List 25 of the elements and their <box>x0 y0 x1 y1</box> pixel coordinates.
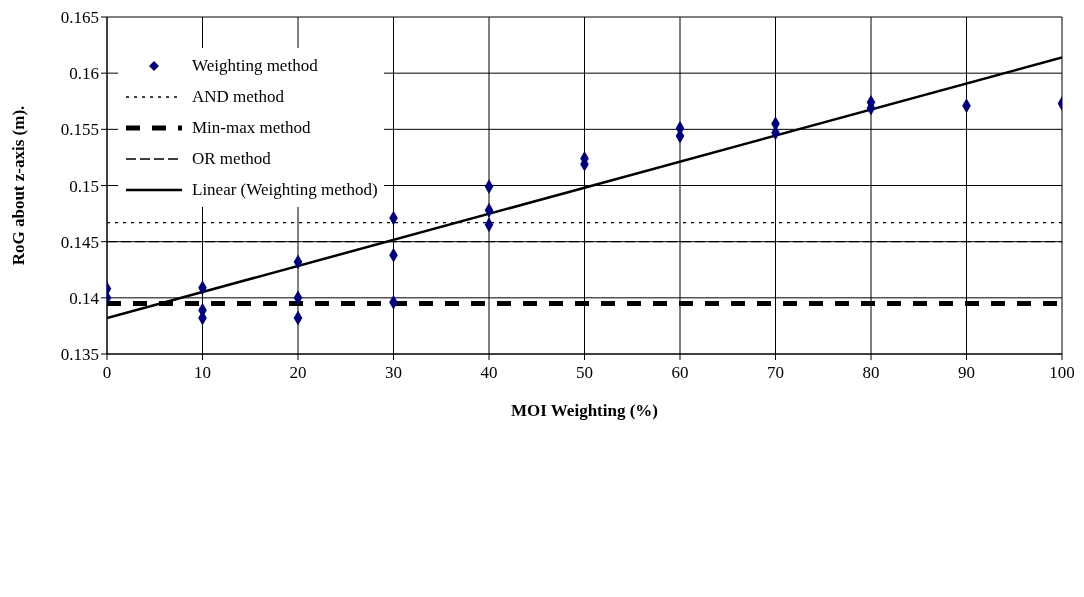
x-tick-label: 60 <box>671 363 689 383</box>
y-tick-label: 0.15 <box>69 176 99 196</box>
x-tick-label: 10 <box>194 363 211 383</box>
y-tick-label: 0.14 <box>69 288 100 308</box>
legend-label: Linear (Weighting method) <box>192 179 378 200</box>
x-tick-label: 0 <box>102 363 112 383</box>
x-axis-title: MOI Weighting (%) <box>510 401 659 420</box>
x-tick-label: 90 <box>958 363 975 383</box>
y-tick-label: 0.16 <box>69 64 99 84</box>
legend-label: Weighting method <box>192 55 318 76</box>
y-tick-label: 0.165 <box>60 8 99 28</box>
legend-label: AND method <box>192 86 285 107</box>
x-tick-label: 40 <box>480 363 498 383</box>
y-tick-label: 0.155 <box>60 120 99 140</box>
x-tick-label: 70 <box>767 363 784 383</box>
legend-label: Min-max method <box>192 117 311 138</box>
x-tick-label: 80 <box>862 363 880 383</box>
x-tick-label: 100 <box>1049 363 1075 383</box>
x-tick-label: 50 <box>576 363 593 383</box>
legend-label: OR method <box>192 148 271 169</box>
y-tick-label: 0.135 <box>60 345 99 365</box>
y-tick-label: 0.145 <box>60 232 99 252</box>
x-tick-label: 30 <box>385 363 402 383</box>
x-tick-label: 20 <box>289 363 307 383</box>
y-axis-title: RoG about z-axis (m). <box>9 105 29 266</box>
